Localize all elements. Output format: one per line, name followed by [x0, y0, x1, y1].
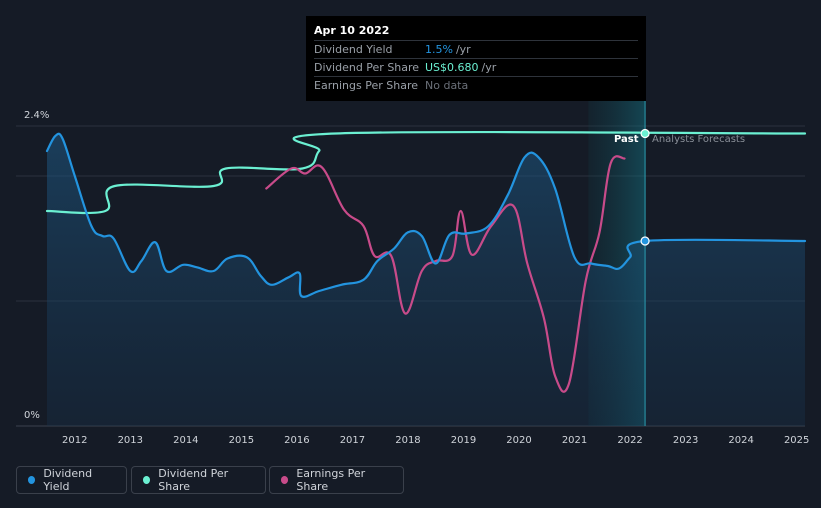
tooltip-row-earnings-per-share: Earnings Per Share No data: [314, 76, 638, 94]
tooltip-row-dividend-per-share: Dividend Per Share US$0.680 /yr: [314, 58, 638, 76]
tooltip-label: Dividend Yield: [314, 43, 393, 56]
forecast-label: Analysts Forecasts: [652, 134, 745, 145]
dividend-per-share-marker: [640, 128, 650, 139]
y-axis-bottom-label: 0%: [24, 410, 40, 421]
x-tick-label: 2025: [784, 435, 809, 446]
x-tick-label: 2024: [728, 435, 753, 446]
legend-dot-icon: [281, 476, 289, 484]
dividend-yield-area: [47, 133, 805, 426]
tooltip-date: Apr 10 2022: [314, 24, 390, 37]
dividend-yield-marker: [640, 236, 650, 246]
x-tick-label: 2018: [395, 435, 420, 446]
x-tick-label: 2021: [562, 435, 587, 446]
x-tick-label: 2020: [506, 435, 531, 446]
legend-label: Dividend Per Share: [158, 467, 229, 493]
x-tick-label: 2016: [284, 435, 309, 446]
legend-dot-icon: [28, 476, 36, 484]
legend-label: Dividend Yield: [43, 467, 93, 493]
x-tick-label: 2017: [340, 435, 365, 446]
x-tick-label: 2013: [118, 435, 143, 446]
x-tick-label: 2012: [62, 435, 87, 446]
dividend-yield-line: [45, 132, 807, 298]
x-tick-label: 2014: [173, 435, 198, 446]
earnings-per-share-line: [265, 155, 626, 393]
x-tick-label: 2023: [673, 435, 698, 446]
legend-dividend-yield[interactable]: Dividend Yield: [16, 466, 127, 494]
past-label: Past: [614, 134, 639, 145]
y-axis-top-label: 2.4%: [24, 110, 49, 121]
tooltip-value: US$0.680: [425, 61, 479, 74]
tooltip-label: Dividend Per Share: [314, 61, 420, 74]
legend-dividend-per-share[interactable]: Dividend Per Share: [131, 466, 266, 494]
legend-label: Earnings Per Share: [296, 467, 366, 493]
tooltip-value: No data: [425, 79, 469, 92]
tooltip: Apr 10 2022 Dividend Yield 1.5% /yr Divi…: [306, 16, 646, 101]
x-tick-label: 2022: [617, 435, 642, 446]
tooltip-row-dividend-yield: Dividend Yield 1.5% /yr: [314, 40, 638, 58]
tooltip-unit: /yr: [455, 43, 471, 56]
tooltip-unit: /yr: [481, 61, 497, 74]
legend-earnings-per-share[interactable]: Earnings Per Share: [269, 466, 404, 494]
x-tick-label: 2015: [229, 435, 254, 446]
tooltip-label: Earnings Per Share: [314, 79, 419, 92]
legend-dot-icon: [143, 476, 151, 484]
tooltip-value: 1.5%: [425, 43, 453, 56]
x-tick-label: 2019: [451, 435, 476, 446]
